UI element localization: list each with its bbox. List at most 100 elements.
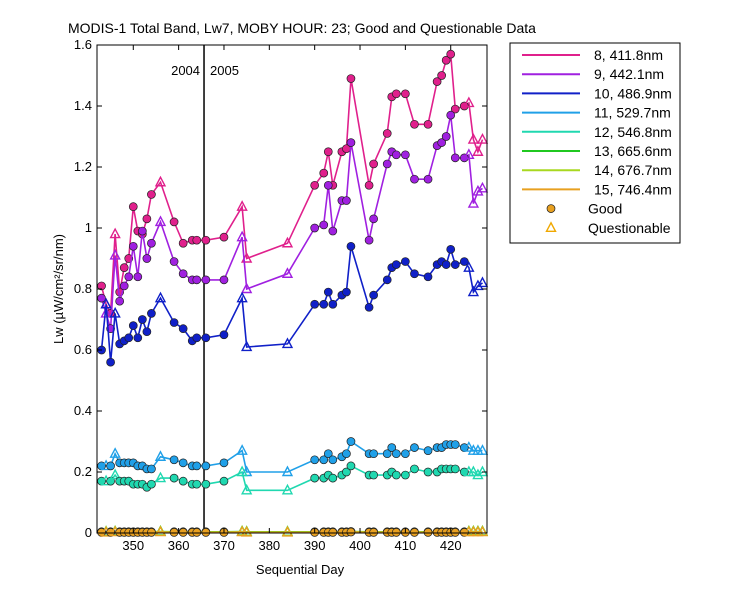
questionable-point	[467, 285, 480, 297]
good-point	[459, 257, 469, 266]
legend-marker-label: Good	[588, 201, 622, 217]
series-line-2	[100, 246, 483, 363]
good-point	[133, 333, 143, 343]
good-point	[142, 327, 152, 337]
good-point	[391, 150, 401, 160]
good-point	[201, 275, 211, 285]
x-tick-label: 360	[168, 538, 190, 553]
good-point	[423, 528, 433, 537]
good-point	[410, 464, 419, 474]
questionable-point	[467, 133, 480, 144]
good-point	[310, 455, 320, 465]
questionable-point	[154, 215, 167, 227]
good-point	[169, 217, 179, 227]
questionable-point	[476, 181, 489, 193]
good-point	[192, 461, 202, 471]
good-point	[391, 528, 401, 537]
good-point	[169, 257, 179, 266]
good-point	[201, 461, 211, 471]
good-point	[346, 527, 356, 537]
good-point	[342, 287, 351, 297]
legend-entry-3: 11, 529.7nm	[594, 105, 671, 121]
good-point	[192, 528, 202, 537]
good-point	[364, 235, 374, 245]
good-point	[310, 223, 320, 233]
good-point	[450, 440, 460, 449]
good-point	[437, 138, 447, 147]
good-point	[328, 455, 338, 465]
year-annotation-2005: 2005	[210, 63, 239, 78]
good-point	[119, 263, 129, 272]
questionable-point	[236, 200, 248, 211]
good-point	[423, 272, 433, 282]
good-point	[401, 257, 410, 266]
good-point	[446, 49, 456, 59]
good-point	[450, 464, 460, 474]
good-point	[323, 147, 333, 157]
good-point	[192, 479, 202, 489]
good-point	[450, 153, 460, 163]
good-point	[423, 467, 433, 477]
questionable-point	[281, 525, 294, 537]
questionable-point	[467, 465, 480, 477]
good-point	[319, 168, 329, 178]
legend-entry-2: 10, 486.9nm	[594, 85, 672, 101]
good-point	[137, 315, 147, 324]
good-point	[310, 299, 320, 309]
good-point	[169, 318, 179, 327]
questionable-point	[100, 297, 112, 309]
good-point	[169, 455, 179, 465]
series-4	[97, 461, 489, 495]
good-point	[401, 470, 410, 480]
questionable-point	[476, 465, 489, 477]
good-point	[192, 235, 202, 245]
good-point	[106, 461, 115, 471]
good-point	[128, 241, 138, 251]
questionable-point	[154, 291, 167, 303]
legend-marker-label: Questionable	[588, 220, 671, 236]
questionable-point	[281, 483, 294, 495]
questionable-point	[109, 227, 121, 239]
legend-entry-1: 9, 442.1nm	[594, 66, 664, 82]
good-point	[369, 159, 378, 169]
questionable-point	[472, 279, 484, 291]
good-point	[128, 321, 138, 330]
questionable-point	[463, 261, 475, 272]
good-point	[346, 74, 356, 83]
legend-entry-6: 14, 676.7nm	[594, 162, 672, 178]
good-point	[369, 449, 378, 459]
questionable-point	[240, 483, 253, 495]
good-point	[147, 528, 156, 537]
good-point	[178, 476, 188, 486]
good-point	[178, 269, 188, 279]
questionable-point	[281, 236, 294, 248]
good-point	[133, 272, 143, 282]
series-1	[97, 110, 489, 333]
questionable-point	[472, 468, 484, 480]
questionable-point	[281, 465, 294, 477]
good-point	[391, 470, 401, 480]
good-point	[128, 202, 138, 211]
good-point	[342, 449, 351, 459]
legend-entry-7: 15, 746.4nm	[594, 181, 672, 197]
good-point	[391, 260, 401, 269]
good-point	[178, 458, 188, 468]
questionable-point	[109, 447, 121, 458]
y-tick-label: 0.8	[74, 281, 92, 296]
good-point	[369, 214, 378, 224]
questionable-point	[463, 441, 475, 452]
good-point	[423, 174, 433, 184]
good-point	[169, 528, 179, 537]
questionable-point	[236, 444, 248, 455]
good-point	[124, 272, 134, 282]
good-point	[178, 324, 188, 333]
questionable-point	[281, 337, 294, 349]
good-point	[364, 180, 374, 190]
good-point	[147, 190, 156, 199]
questionable-point	[109, 248, 121, 260]
good-point	[219, 330, 229, 340]
good-point	[387, 443, 397, 452]
good-point	[446, 245, 456, 254]
questionable-point	[472, 184, 484, 196]
